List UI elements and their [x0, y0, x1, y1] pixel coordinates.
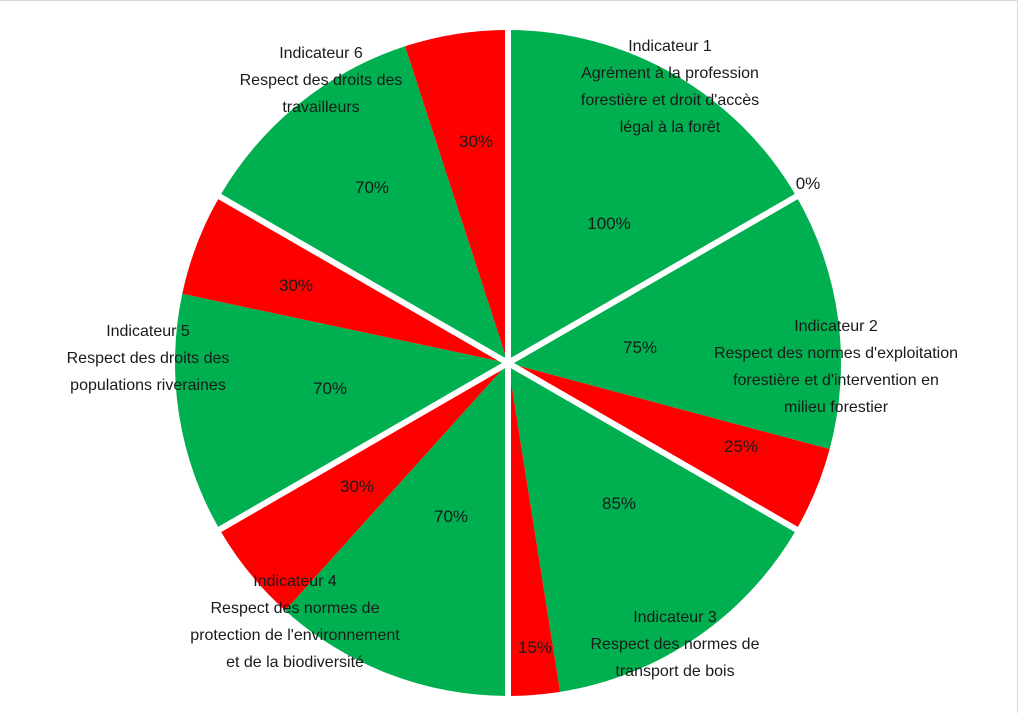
category-label-indicator-1-line-3: forestière et droit d'accès — [581, 92, 759, 109]
slice-separator — [216, 360, 510, 534]
category-label-indicator-5-line-2: Respect des droits des — [67, 350, 230, 367]
category-label-indicator-5-line-3: populations riveraines — [70, 377, 226, 394]
category-label-indicator-1-line-1: Indicateur 1 — [628, 38, 712, 55]
slice-indicator-6-green — [219, 46, 509, 363]
category-label-indicator-3-line-3: transport de bois — [615, 663, 734, 680]
category-label-indicator-6-line-1: Indicateur 6 — [279, 45, 363, 62]
category-label-indicator-3-line-2: Respect des normes de — [591, 636, 760, 653]
data-label-indicator-1-green: 100% — [587, 214, 630, 233]
category-label-indicator-4-line-2: Respect des normes de — [211, 600, 380, 617]
category-label-indicator-2-line-3: forestière et d'intervention en — [733, 372, 939, 389]
data-label-indicator-4-red: 30% — [340, 477, 374, 496]
slice-indicator-3-red — [508, 363, 561, 696]
slice-indicator-4-green — [285, 363, 508, 696]
data-label-indicator-3-green: 85% — [602, 494, 636, 513]
slice-indicator-2-red — [508, 363, 830, 530]
slice-indicator-3-green — [508, 363, 797, 692]
slice-indicator-5-red — [182, 196, 508, 363]
data-label-indicator-2-green: 75% — [623, 338, 657, 357]
category-label-indicator-6-line-2: Respect des droits des — [240, 72, 403, 89]
slice-separator — [506, 360, 800, 534]
category-label-indicator-4-line-4: et de la biodiversité — [226, 654, 364, 671]
slice-indicator-6-red — [405, 30, 508, 363]
data-label-indicator-6-green: 70% — [355, 178, 389, 197]
data-label-indicator-4-green: 70% — [434, 507, 468, 526]
category-label-indicator-2-line-1: Indicateur 2 — [794, 318, 878, 335]
slice-indicator-2-green — [508, 196, 841, 450]
slice-separator — [216, 192, 510, 366]
category-label-indicator-6-line-3: travailleurs — [282, 99, 359, 116]
category-label-indicator-4-line-1: Indicateur 4 — [253, 573, 337, 590]
category-label-indicator-5-line-1: Indicateur 5 — [106, 323, 190, 340]
category-label-indicator-1-line-2: Agrément à la profession — [581, 65, 759, 82]
category-label-indicator-3-line-1: Indicateur 3 — [633, 609, 717, 626]
category-label-indicator-2-line-2: Respect des normes d'exploitation — [714, 345, 958, 362]
slice-indicator-4-red — [219, 363, 509, 611]
data-label-indicator-3-red: 15% — [518, 638, 552, 657]
data-label-indicator-1-red: 0% — [796, 174, 821, 193]
data-label-indicator-2-red: 25% — [724, 437, 758, 456]
slice-separator — [506, 192, 800, 366]
category-label-indicator-1-line-4: légal à la forêt — [620, 119, 721, 136]
data-label-indicator-5-red: 30% — [279, 276, 313, 295]
category-label-indicator-2-line-4: milieu forestier — [784, 399, 889, 416]
category-label-indicator-4-line-3: protection de l'environnement — [190, 627, 400, 644]
slice-indicator-5-green — [175, 293, 508, 530]
slice-indicator-1-green — [508, 30, 797, 363]
data-label-indicator-6-red: 30% — [459, 132, 493, 151]
data-label-indicator-5-green: 70% — [313, 379, 347, 398]
